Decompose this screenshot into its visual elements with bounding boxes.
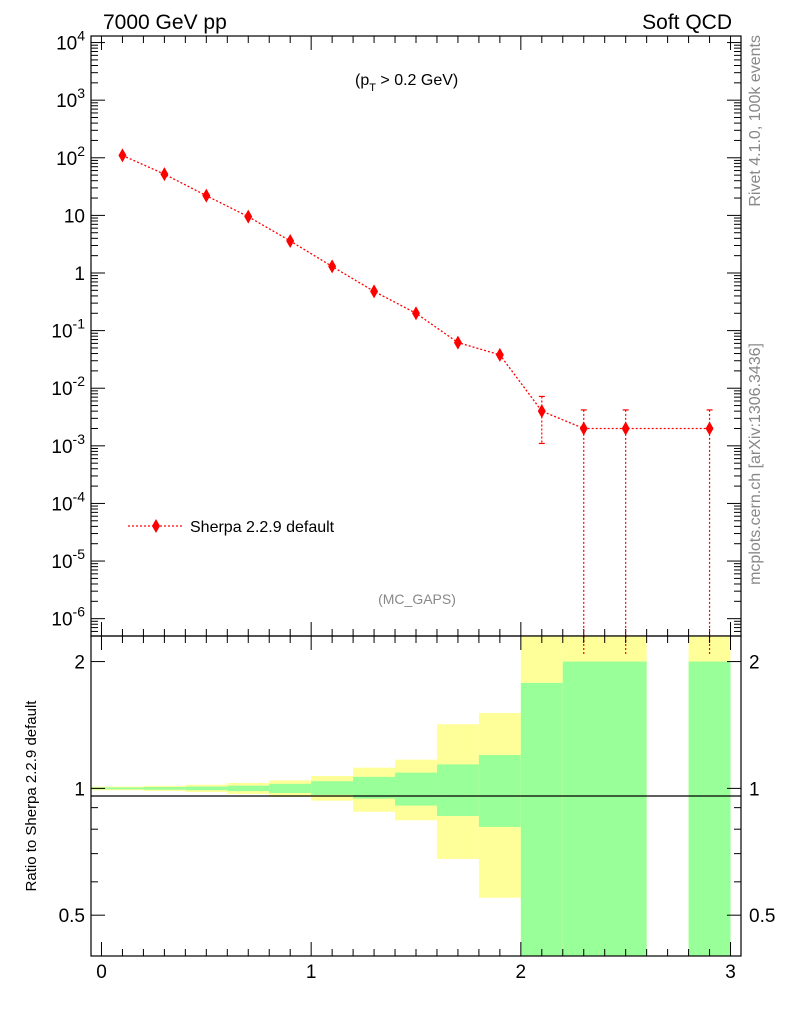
y-tick-label: 10 — [64, 206, 85, 227]
data-point — [160, 167, 169, 182]
header-left: 7000 GeV pp — [103, 11, 227, 34]
y-tick-label: 103 — [56, 85, 85, 112]
ratio-y-tick-label-left: 0.5 — [59, 906, 85, 927]
ratio-frame — [90, 635, 742, 957]
ratio-band-inner — [688, 661, 731, 956]
legend: Sherpa 2.2.9 default — [128, 519, 335, 536]
ratio-band-inner — [311, 781, 354, 795]
ratio-y-tick-label-right: 0.5 — [749, 906, 775, 927]
y-tick-label: 10-3 — [51, 431, 85, 458]
ratio-y-tick-label-right: 2 — [749, 653, 760, 674]
y-tick-label: 102 — [56, 143, 85, 170]
ratio-band-inner — [520, 682, 563, 956]
data-point — [621, 421, 630, 436]
main-series — [118, 148, 714, 636]
y-tick-label: 10-1 — [51, 316, 85, 343]
y-tick-label: 10-6 — [51, 604, 85, 631]
y-tick-label: 1 — [74, 264, 85, 285]
main-panel: 10-6 10-5 10-4 10-3 10-2 10-1 1 10 102 103 104 — [51, 28, 742, 637]
data-point — [495, 347, 504, 362]
ratio-bands — [91, 636, 731, 956]
data-point — [537, 404, 546, 419]
series-line — [122, 154, 710, 430]
ratio-y-tick-label-left: 1 — [74, 779, 85, 800]
x-tick-label: 2 — [516, 962, 527, 983]
ratio-axis-ticks — [91, 636, 741, 956]
ratio-band-inner — [353, 776, 396, 799]
header-right: Soft QCD — [642, 11, 732, 34]
ratio-y-tick-label-left: 2 — [74, 653, 85, 674]
cut-prefix: (p — [355, 72, 369, 89]
cut-annotation: (pT > 0.2 GeV) — [355, 72, 458, 94]
data-point — [370, 284, 379, 299]
x-tick-label: 3 — [725, 962, 736, 983]
y-tick-label: 104 — [56, 28, 85, 55]
cut-suffix: > 0.2 GeV) — [376, 72, 458, 89]
x-tick-label: 0 — [96, 962, 107, 983]
data-point — [328, 259, 337, 274]
data-point — [705, 421, 714, 436]
main-axis-ticks — [91, 36, 741, 637]
ratio-panel: 0.5 0.5 1 1 2 2 0 1 2 3 — [59, 635, 776, 983]
side-label-bottom: mcplots.cern.ch [arXiv:1306.3436] — [747, 343, 764, 585]
legend-marker — [152, 519, 160, 533]
data-point — [202, 188, 211, 203]
ratio-tick-labels: 0.5 0.5 1 1 2 2 0 1 2 3 — [59, 653, 776, 983]
y-tick-label: 10-5 — [51, 546, 85, 573]
y-tick-label: 10-4 — [51, 488, 85, 515]
x-tick-label: 1 — [306, 962, 317, 983]
cut-sub: T — [369, 82, 376, 94]
ratio-band-inner — [227, 785, 270, 792]
ratio-band-inner — [478, 755, 521, 827]
ratio-band-inner — [562, 661, 647, 956]
ratio-band-inner — [143, 787, 186, 790]
ratio-y-tick-label-right: 1 — [749, 779, 760, 800]
ratio-band-inner — [185, 786, 228, 791]
main-y-tick-labels: 10-6 10-5 10-4 10-3 10-2 10-1 1 10 102 103 104 — [51, 28, 85, 631]
ratio-band-inner — [395, 772, 437, 806]
ratio-ylabel: Ratio to Sherpa 2.2.9 default — [23, 700, 40, 892]
y-tick-label: 10-2 — [51, 373, 85, 400]
legend-label: Sherpa 2.2.9 default — [190, 519, 335, 536]
ratio-band-inner — [269, 783, 312, 794]
data-point — [579, 421, 588, 436]
main-frame — [90, 35, 742, 637]
ratio-band-inner — [91, 787, 144, 790]
data-point — [286, 233, 295, 248]
side-label-top: Rivet 4.1.0, 100k events — [747, 35, 764, 207]
data-point — [118, 148, 127, 163]
data-point — [244, 209, 253, 224]
data-point — [412, 306, 420, 321]
analysis-label: (MC_GAPS) — [378, 591, 456, 607]
ratio-band-inner — [436, 764, 479, 816]
data-point — [453, 335, 462, 350]
